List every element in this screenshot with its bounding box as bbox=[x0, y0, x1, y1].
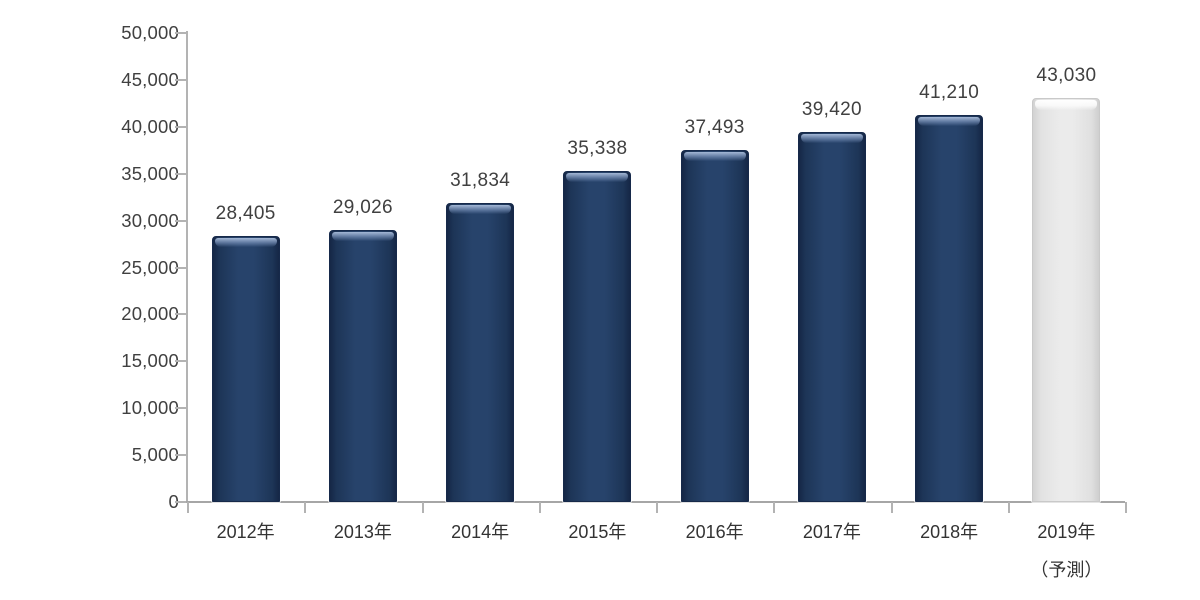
y-axis-tick-mark bbox=[175, 313, 187, 316]
bar-highlight bbox=[214, 237, 277, 247]
bar-value-label: 43,030 bbox=[1036, 65, 1097, 87]
y-axis-tick-label: 0 bbox=[168, 491, 179, 512]
bar-highlight bbox=[1035, 100, 1098, 111]
x-axis-tick-mark bbox=[1125, 502, 1127, 513]
bar bbox=[211, 235, 280, 502]
y-axis-tick-mark bbox=[175, 266, 187, 269]
bar-slot bbox=[1032, 0, 1101, 600]
bar bbox=[797, 132, 866, 502]
bar-slot bbox=[797, 0, 866, 600]
x-axis-tick-mark bbox=[304, 502, 307, 513]
bar-value-label: 35,338 bbox=[567, 137, 628, 159]
y-axis-tick-mark bbox=[175, 125, 187, 128]
x-axis-category-label: 2017年 bbox=[802, 522, 861, 542]
bar-highlight bbox=[683, 152, 746, 162]
x-axis-category-label: 2019年 bbox=[1037, 522, 1096, 542]
x-axis-tick-mark bbox=[187, 502, 189, 513]
x-axis-tick-mark bbox=[421, 502, 424, 513]
y-axis-tick-label: 35,000 bbox=[121, 162, 179, 184]
y-axis-tick-mark bbox=[175, 407, 187, 410]
x-axis-tick-mark bbox=[1007, 502, 1010, 513]
x-axis-line bbox=[186, 501, 1125, 503]
x-axis-category-label: 2015年 bbox=[568, 522, 627, 542]
bar-highlight bbox=[566, 172, 629, 182]
y-axis-tick-label: 50,000 bbox=[121, 22, 179, 43]
y-axis-tick-label: 20,000 bbox=[121, 303, 179, 325]
bar-value-label: 39,420 bbox=[801, 99, 862, 121]
y-axis-tick-label: 45,000 bbox=[121, 68, 179, 90]
bar-value-label: 37,493 bbox=[684, 117, 745, 139]
y-axis-tick-label: 30,000 bbox=[121, 209, 179, 231]
y-axis-tick-mark bbox=[175, 32, 187, 34]
x-axis-category-label: 2012年 bbox=[216, 522, 275, 542]
y-axis-tick-mark bbox=[175, 501, 187, 503]
bar-highlight bbox=[800, 134, 863, 144]
y-axis-line bbox=[186, 31, 188, 503]
x-axis-category-label: 2018年 bbox=[920, 522, 979, 542]
bar-slot bbox=[211, 0, 280, 600]
x-axis-tick-mark bbox=[890, 502, 893, 513]
y-axis-tick-label: 10,000 bbox=[121, 397, 179, 419]
bar-slot bbox=[680, 0, 749, 600]
y-axis-tick-mark bbox=[175, 219, 187, 222]
bar-highlight bbox=[449, 205, 512, 215]
bar-forecast bbox=[1032, 98, 1101, 502]
bar-value-label: 41,210 bbox=[919, 82, 980, 104]
bar bbox=[328, 229, 397, 502]
x-axis-category-label: 2014年 bbox=[451, 522, 510, 542]
x-axis-tick-mark bbox=[773, 502, 776, 513]
bar-slot bbox=[446, 0, 515, 600]
bar bbox=[563, 170, 632, 502]
bar-value-label: 28,405 bbox=[215, 202, 276, 224]
x-axis-category-label: 2013年 bbox=[333, 522, 392, 542]
bar bbox=[680, 150, 749, 502]
y-axis-tick-mark bbox=[175, 360, 187, 363]
bar-slot bbox=[915, 0, 984, 600]
y-axis-tick-mark bbox=[175, 78, 187, 81]
y-axis-tick-label: 15,000 bbox=[121, 350, 179, 372]
bar-value-label: 31,834 bbox=[450, 170, 511, 192]
x-axis-tick-mark bbox=[656, 502, 658, 513]
x-axis-tick-mark bbox=[538, 502, 541, 513]
bar bbox=[446, 203, 515, 502]
y-axis-tick-label: 25,000 bbox=[121, 256, 179, 278]
x-axis-category-label: 2016年 bbox=[685, 522, 744, 542]
bar-highlight bbox=[918, 117, 981, 127]
bar bbox=[915, 115, 984, 502]
y-axis-tick-mark bbox=[175, 454, 187, 457]
bar-value-label: 29,026 bbox=[332, 196, 393, 218]
y-axis-tick-label: 40,000 bbox=[121, 115, 179, 137]
bar-highlight bbox=[331, 231, 394, 241]
y-axis-tick-mark bbox=[175, 172, 187, 175]
y-axis-tick-label: 5,000 bbox=[131, 444, 179, 466]
x-axis-category-sublabel: （予測） bbox=[1030, 560, 1103, 580]
bar-slot bbox=[563, 0, 632, 600]
bar-slot bbox=[328, 0, 397, 600]
